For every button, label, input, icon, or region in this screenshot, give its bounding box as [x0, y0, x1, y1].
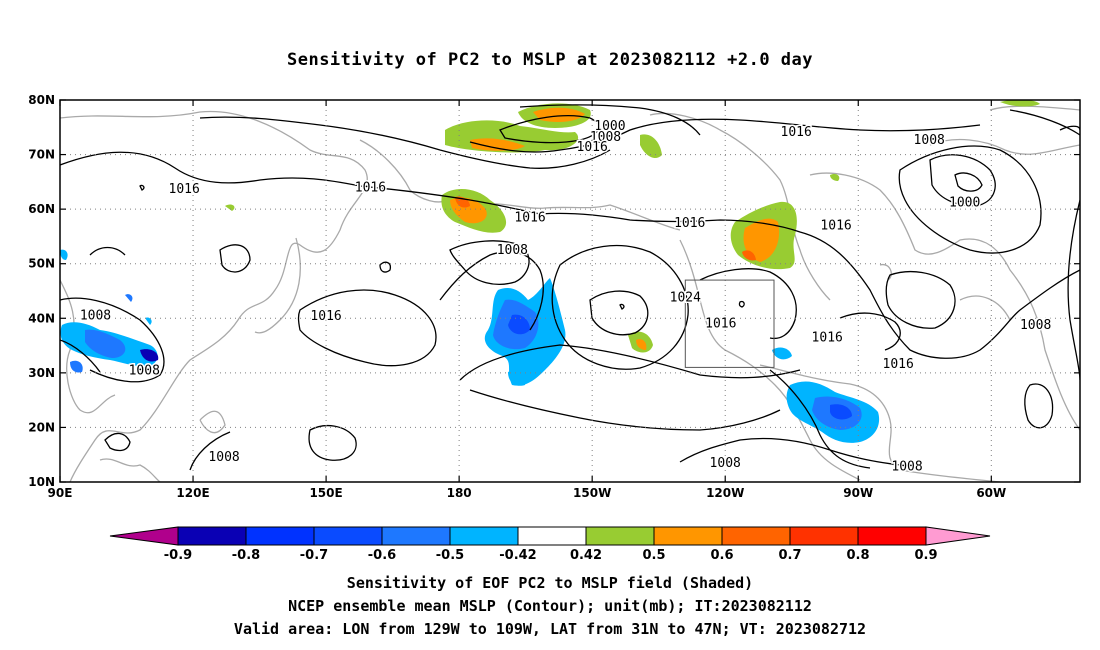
lat-label: 80N: [28, 93, 55, 107]
contour-label: 1008: [497, 243, 528, 258]
lon-label: 90W: [843, 486, 873, 500]
lon-label: 150E: [309, 486, 342, 500]
contour-label: 1008: [80, 309, 111, 324]
contour-labels: 1016 101610161008100810081008101610001008…: [78, 118, 1052, 477]
map-frame: [59, 99, 1081, 483]
lon-label: 90E: [48, 486, 73, 500]
lat-label: 50N: [28, 257, 55, 271]
contour-label: 1016: [883, 357, 914, 372]
contour-label: 1016: [514, 210, 545, 225]
contour-label: 1008: [710, 456, 741, 471]
colorbar-segment: [517, 526, 587, 546]
colorbar-segment: [177, 526, 247, 546]
lon-label: 120E: [176, 486, 209, 500]
caption-valid-area: Valid area: LON from 129W to 109W, LAT f…: [233, 620, 867, 638]
valid-area-box: [684, 279, 775, 368]
chart-title: Sensitivity of PC2 to MSLP at 2023082112…: [286, 50, 813, 70]
contour-label: 1016: [310, 309, 341, 324]
contour-label: 1008: [914, 133, 945, 148]
lon-label: 180: [447, 486, 472, 500]
contour-label: 1024: [670, 291, 701, 306]
colorbar-segment: [245, 526, 315, 546]
contour-label: 1016: [781, 125, 812, 140]
contour-label: 1016: [355, 180, 386, 195]
contour-label: 1016: [169, 182, 200, 197]
contour-label: 1008: [1020, 318, 1051, 333]
caption-shaded: Sensitivity of EOF PC2 to MSLP field (Sh…: [346, 574, 754, 592]
colorbar-label: 0.6: [710, 548, 733, 563]
colorbar-segment: [721, 526, 791, 546]
colorbar-arrow-low: [109, 526, 179, 546]
colorbar-label: 0.9: [914, 548, 937, 563]
contour-label: 1016: [705, 317, 736, 332]
map-axes: 90E 120E 150E 180 150W 120W 90W 60W 80N 70N 60N 50N…: [28, 93, 1080, 500]
lat-label: 40N: [28, 311, 55, 325]
colorbar-segment: [313, 526, 383, 546]
coastlines: [60, 105, 1080, 482]
lon-label: 120W: [706, 486, 744, 500]
colorbar-segment: [789, 526, 859, 546]
colorbar-segment: [585, 526, 655, 546]
colorbar-label: -0.5: [436, 548, 464, 563]
colorbar-arrow-high: [925, 526, 991, 546]
colorbar-label: 0.5: [642, 548, 665, 563]
contour-label: 1008: [129, 364, 160, 379]
mslp-contours: [60, 104, 1080, 471]
contour-label: 1000: [594, 119, 625, 134]
colorbar-label: -0.42: [499, 548, 536, 563]
caption-contour: NCEP ensemble mean MSLP (Contour); unit(…: [288, 597, 812, 615]
colorbar: -0.9 -0.8 -0.7 -0.6 -0.5 -0.42 0.42 0.5 0.6 0.7 0.…: [109, 526, 991, 563]
lat-label: 70N: [28, 148, 55, 162]
lat-label: 30N: [28, 366, 55, 380]
contour-label: 1008: [208, 450, 239, 465]
colorbar-segment: [381, 526, 451, 546]
colorbar-label: -0.6: [368, 548, 396, 563]
lat-label: 60N: [28, 202, 55, 216]
lat-label: 20N: [28, 420, 55, 434]
contour-label: 1000: [949, 196, 980, 211]
colorbar-segment: [857, 526, 927, 546]
lon-label: 150W: [573, 486, 611, 500]
colorbar-label: 0.7: [778, 548, 801, 563]
lon-label: 60W: [976, 486, 1006, 500]
contour-label: 1016: [577, 140, 608, 155]
colorbar-label: -0.8: [232, 548, 260, 563]
contour-label: 1008: [891, 460, 922, 475]
colorbar-segment: [653, 526, 723, 546]
colorbar-label: 0.42: [570, 548, 602, 563]
colorbar-label: -0.7: [300, 548, 328, 563]
colorbar-segment: [449, 526, 519, 546]
colorbar-label: -0.9: [164, 548, 192, 563]
sensitivity-shading: [60, 100, 1040, 443]
contour-label: 1016: [812, 330, 843, 345]
graticule: [60, 100, 1080, 482]
contour-label: 1016: [820, 219, 851, 234]
map-content: 1016 101610161008100810081008101610001008…: [60, 100, 1080, 482]
lat-label: 10N: [28, 475, 55, 489]
contour-label: 1008: [590, 130, 621, 145]
colorbar-label: 0.8: [846, 548, 869, 563]
contour-label: 1016: [674, 216, 705, 231]
